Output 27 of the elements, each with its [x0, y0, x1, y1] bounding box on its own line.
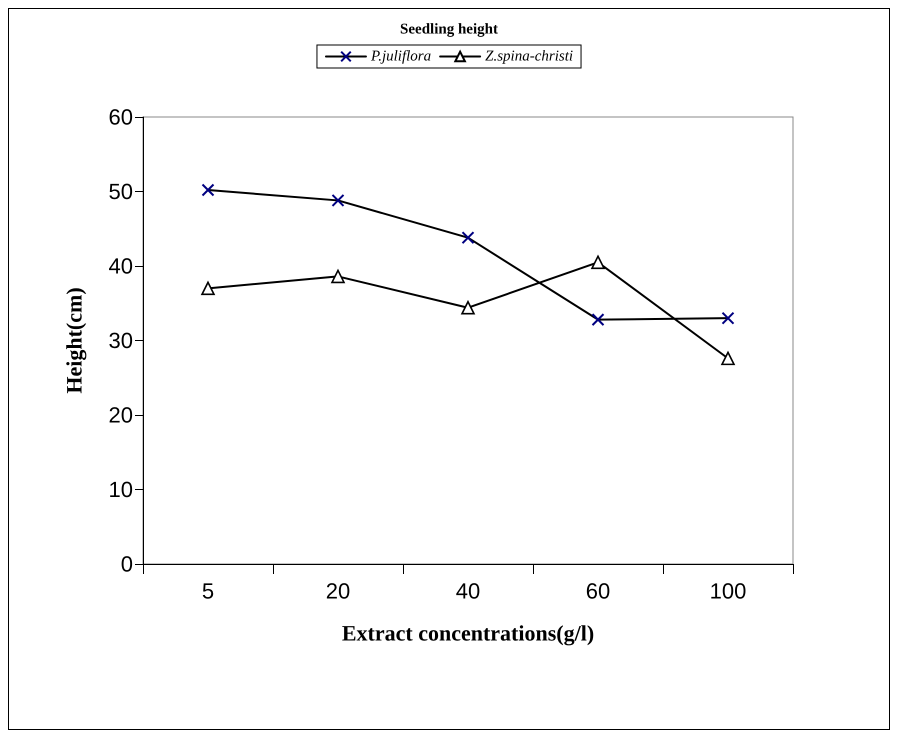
y-tick-label: 40 [108, 254, 133, 278]
x-tick-label: 5 [202, 578, 214, 604]
point [591, 255, 605, 270]
y-tick-label: 20 [108, 402, 133, 428]
point [462, 231, 474, 244]
y-tick-label: 0 [120, 552, 133, 576]
point [592, 313, 604, 326]
point [201, 282, 215, 296]
point [721, 352, 735, 366]
point [722, 312, 734, 325]
point [331, 270, 345, 284]
point [332, 194, 344, 207]
legend-label: Z.spina-christi [485, 48, 574, 64]
x-tick-label: 60 [586, 578, 610, 604]
chart-title: Seedling height [400, 22, 498, 38]
point [202, 184, 214, 197]
legend-label: P.juliflora [370, 48, 432, 64]
y-tick-label: 50 [108, 179, 133, 204]
x-tick-label: 40 [456, 578, 480, 604]
x-tick-label: 20 [326, 578, 350, 604]
x-axis-title: Extract concentrations(g/l) [342, 620, 594, 646]
y-tick-label: 60 [108, 104, 133, 130]
x-tick-label: 100 [710, 578, 746, 604]
y-tick-label: 30 [108, 328, 133, 353]
y-tick-label: 10 [108, 477, 133, 502]
point [461, 300, 475, 315]
y-axis-title: Height(cm) [62, 287, 86, 394]
